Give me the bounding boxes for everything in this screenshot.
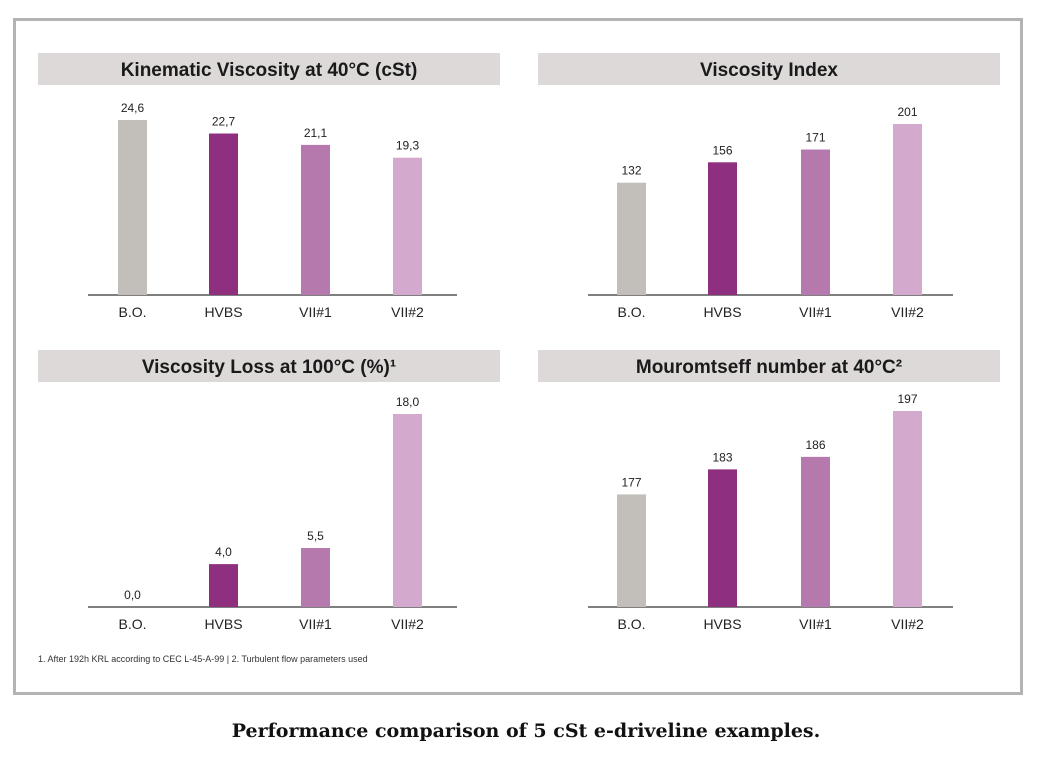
chart-2-bar-vii1 (801, 149, 830, 295)
chart-4-value-label: 183 (712, 450, 732, 464)
chart-3-bar-vii1 (301, 548, 330, 607)
chart-3-category-label: VII#2 (391, 616, 424, 632)
chart-2-bar-hvbs (708, 162, 737, 295)
chart-1-bar-vii1 (301, 144, 330, 295)
chart-2-category-label: VII#1 (799, 304, 832, 320)
chart-4-bar-vii1 (801, 456, 830, 607)
chart-3-value-label: 5,5 (307, 529, 324, 543)
chart-1-title-band (38, 53, 500, 85)
chart-2-bar-bo (617, 182, 646, 295)
chart-3-title-band (38, 350, 500, 382)
chart-1-category-label: VII#1 (299, 304, 332, 320)
chart-2-value-label: 156 (712, 143, 732, 157)
chart-4-title: Mouromtseff number at 40°C² (636, 357, 902, 378)
chart-3-bar-hvbs (209, 564, 238, 607)
chart-2-value-label: 132 (621, 164, 641, 178)
chart-3-category-label: B.O. (118, 616, 146, 632)
chart-1-value-label: 22,7 (212, 115, 236, 129)
chart-4-category-label: VII#2 (891, 616, 924, 632)
chart-2-title-band (538, 53, 1000, 85)
chart-3-value-label: 18,0 (396, 395, 420, 409)
chart-1-bar-hvbs (209, 133, 238, 295)
chart-1-category-label: HVBS (204, 304, 242, 320)
chart-2-category-label: HVBS (703, 304, 741, 320)
chart-2-category-label: B.O. (617, 304, 645, 320)
chart-1-value-label: 19,3 (396, 139, 420, 153)
chart-4-value-label: 177 (621, 475, 641, 489)
chart-3-value-label: 0,0 (124, 588, 141, 602)
chart-4-value-label: 186 (805, 438, 825, 452)
chart-4-value-label: 197 (897, 392, 917, 406)
chart-4-category-label: VII#1 (799, 616, 832, 632)
chart-3-category-label: VII#1 (299, 616, 332, 632)
chart-3-bar-vii2 (393, 414, 422, 607)
figure-caption: Performance comparison of 5 cSt e-drivel… (231, 720, 821, 742)
chart-2-value-label: 171 (805, 131, 825, 145)
charts-canvas: Kinematic Viscosity at 40°C (cSt) 24,6 B.O… (38, 53, 1000, 632)
chart-4-category-label: B.O. (617, 616, 645, 632)
footnote: 1. After 192h KRL according to CEC L-45-… (38, 654, 368, 664)
chart-3-title: Viscosity Loss at 100°C (%)¹ (142, 357, 396, 378)
chart-4-bar-hvbs (708, 469, 737, 607)
chart-2-value-label: 201 (897, 105, 917, 119)
chart-4-category-label: HVBS (703, 616, 741, 632)
chart-1-value-label: 24,6 (121, 101, 145, 115)
chart-3-value-label: 4,0 (215, 545, 232, 559)
chart-4-bar-vii2 (893, 411, 922, 607)
chart-4-title-band (538, 350, 1000, 382)
chart-2-title: Viscosity Index (700, 60, 838, 81)
chart-1-category-label: VII#2 (391, 304, 424, 320)
chart-1-bar-bo (118, 120, 147, 295)
chart-1-value-label: 21,1 (304, 126, 328, 140)
chart-3-category-label: HVBS (204, 616, 242, 632)
chart-2-bar-vii2 (893, 124, 922, 295)
chart-2-category-label: VII#2 (891, 304, 924, 320)
chart-1-title: Kinematic Viscosity at 40°C (cSt) (121, 60, 418, 81)
chart-1-category-label: B.O. (118, 304, 146, 320)
chart-1-bar-vii2 (393, 157, 422, 295)
chart-4-bar-bo (617, 494, 646, 607)
